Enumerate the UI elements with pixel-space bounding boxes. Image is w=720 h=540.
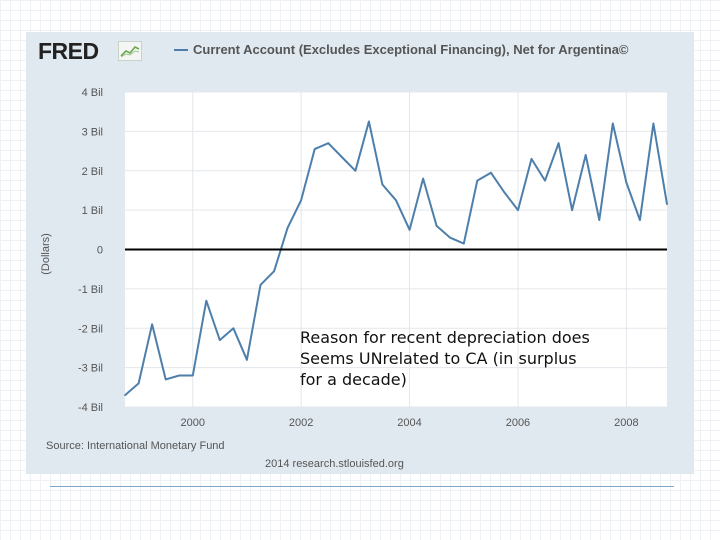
data-point bbox=[137, 382, 140, 385]
data-point bbox=[205, 299, 208, 302]
data-point bbox=[625, 181, 628, 184]
data-point bbox=[557, 142, 560, 144]
source-note: Source: International Monetary Fund bbox=[46, 440, 225, 452]
x-tick-label: 2002 bbox=[289, 417, 313, 429]
y-tick-label: -4 Bil bbox=[78, 402, 103, 414]
data-point bbox=[273, 270, 275, 273]
data-point bbox=[530, 158, 533, 160]
data-point bbox=[544, 179, 546, 182]
x-tick-label: 2000 bbox=[181, 417, 205, 429]
data-point bbox=[232, 327, 235, 330]
data-point bbox=[435, 225, 438, 227]
data-point bbox=[408, 229, 411, 231]
data-point bbox=[666, 203, 668, 205]
data-point bbox=[178, 374, 180, 377]
y-tick-label: 4 Bil bbox=[82, 87, 103, 99]
y-tick-label: 3 Bil bbox=[82, 126, 103, 138]
y-tick-label: -2 Bil bbox=[78, 323, 103, 335]
chart-title: Current Account (Excludes Exceptional Fi… bbox=[193, 42, 629, 57]
data-point bbox=[449, 236, 452, 239]
data-point bbox=[151, 323, 153, 326]
data-point bbox=[286, 227, 289, 229]
fred-logo[interactable]: FRED bbox=[38, 38, 148, 68]
data-point bbox=[300, 199, 302, 202]
x-tick-label: 2004 bbox=[397, 417, 421, 429]
data-point bbox=[639, 219, 641, 221]
data-point bbox=[517, 209, 519, 211]
data-point bbox=[503, 191, 506, 194]
data-point bbox=[259, 284, 262, 286]
data-point bbox=[422, 177, 424, 180]
y-tick-label: -3 Bil bbox=[78, 363, 103, 375]
data-point bbox=[598, 219, 601, 221]
y-tick-label: 0 bbox=[97, 245, 103, 257]
slide-divider bbox=[50, 486, 674, 487]
x-tick-labels: 2000 2002 2004 2006 2008 bbox=[181, 417, 639, 429]
data-point bbox=[571, 209, 573, 211]
data-point bbox=[463, 242, 465, 245]
data-point bbox=[381, 183, 384, 186]
data-point bbox=[652, 122, 655, 125]
y-tick-labels: -4 Bil -3 Bil -2 Bil -1 Bil 0 1 Bil 2 Bil 3 Bil… bbox=[78, 87, 103, 414]
data-point bbox=[490, 171, 492, 174]
data-point bbox=[476, 179, 479, 182]
fred-chart-icon bbox=[118, 41, 142, 61]
data-point bbox=[246, 359, 248, 361]
data-point bbox=[124, 394, 126, 397]
data-point bbox=[164, 378, 167, 381]
data-point bbox=[327, 142, 330, 144]
data-point bbox=[219, 339, 221, 341]
annotation-line-2: Seems UNrelated to CA (in surplus bbox=[300, 349, 577, 368]
data-point bbox=[192, 374, 194, 377]
annotation-line-3: for a decade) bbox=[300, 370, 407, 389]
annotation-line-1: Reason for recent depreciation does bbox=[300, 328, 590, 347]
data-point bbox=[341, 156, 343, 158]
legend-series-swatch bbox=[174, 49, 188, 51]
x-tick-label: 2006 bbox=[506, 417, 530, 429]
data-point bbox=[354, 170, 357, 172]
fred-logo-text: FRED bbox=[38, 38, 99, 64]
credit-note: 2014 research.stlouisfed.org bbox=[265, 458, 404, 470]
y-tick-label: -1 Bil bbox=[78, 284, 103, 296]
x-tick-label: 2008 bbox=[614, 417, 638, 429]
data-point bbox=[612, 122, 614, 125]
data-point bbox=[395, 199, 397, 202]
y-tick-label: 1 Bil bbox=[82, 205, 103, 217]
data-point bbox=[313, 148, 316, 150]
annotation-text: Reason for recent depreciation does Seem… bbox=[300, 327, 640, 390]
y-tick-label: 2 Bil bbox=[82, 166, 103, 178]
series-layer bbox=[124, 120, 668, 397]
data-point bbox=[368, 120, 370, 123]
data-point bbox=[584, 154, 587, 156]
